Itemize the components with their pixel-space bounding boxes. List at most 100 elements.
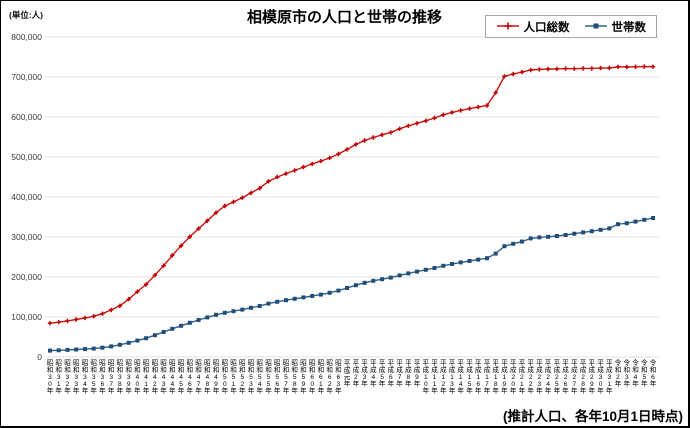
data-point-marker (318, 292, 323, 297)
data-point-marker (545, 66, 551, 72)
data-point-marker (266, 179, 271, 184)
data-point-marker (546, 234, 551, 239)
data-point-marker (47, 321, 53, 326)
data-point-marker (423, 267, 428, 272)
households-series-marker-icon (584, 18, 608, 36)
data-point-marker (633, 219, 638, 224)
data-point-marker (353, 283, 358, 288)
data-point-marker (563, 233, 568, 237)
data-point-marker (117, 342, 122, 347)
y-axis-unit-label: (単位:人) (9, 10, 43, 20)
data-point-marker (336, 151, 341, 157)
data-point-marker (651, 216, 655, 220)
data-point-marker (414, 121, 420, 126)
data-point-marker (152, 333, 157, 338)
data-point-marker (109, 344, 114, 349)
data-point-marker (362, 138, 367, 143)
data-point-marker (178, 243, 184, 248)
data-point-marker (467, 259, 472, 263)
data-point-marker (275, 174, 280, 180)
data-point-marker (213, 210, 219, 215)
y-tick-label: 300,000 (11, 232, 42, 242)
data-point-marker (432, 115, 437, 121)
data-point-marker (143, 282, 149, 287)
data-point-marker (214, 312, 218, 317)
data-point-marker (589, 229, 594, 234)
data-point-marker (82, 315, 88, 321)
data-point-marker (624, 221, 629, 226)
data-point-marker (161, 330, 166, 334)
data-point-marker (248, 190, 254, 196)
data-point-marker (528, 67, 533, 73)
data-point-marker (327, 155, 332, 161)
y-tick-label: 200,000 (11, 272, 42, 282)
data-point-marker (458, 108, 463, 113)
data-point-marker (109, 307, 114, 313)
data-point-marker (100, 311, 105, 316)
data-point-marker (74, 347, 79, 352)
data-point-marker (485, 256, 489, 261)
data-point-marker (616, 222, 620, 227)
data-point-marker (406, 271, 411, 276)
legend-label-households: 世帯数 (611, 21, 647, 34)
legend-label-population: 人口総数 (523, 21, 570, 34)
y-tick-label: 700,000 (11, 72, 42, 82)
data-point-marker (528, 236, 533, 241)
y-tick-label: 500,000 (11, 152, 42, 162)
data-point-marker (519, 239, 524, 244)
data-point-marker (292, 296, 297, 301)
data-point-marker (301, 295, 306, 300)
data-point-marker (275, 299, 280, 304)
data-point-marker (511, 241, 516, 246)
data-point-marker (642, 217, 647, 222)
data-point-marker (537, 67, 542, 72)
data-point-marker (432, 266, 437, 270)
data-point-marker (310, 161, 315, 167)
data-point-marker (83, 347, 87, 352)
data-point-marker (222, 310, 227, 315)
data-point-marker (511, 71, 516, 77)
data-point-marker (519, 69, 525, 75)
data-point-marker (65, 318, 70, 324)
legend-item-population: 人口総数 (496, 18, 570, 36)
chart-footnote: (推計人口、各年10月1日時点) (502, 409, 683, 424)
data-point-marker (318, 158, 324, 164)
data-point-marker (187, 320, 192, 325)
data-point-marker (266, 301, 271, 306)
data-point-marker (423, 118, 428, 123)
data-point-marker (222, 203, 227, 209)
data-point-marker (257, 186, 262, 191)
data-point-marker (362, 280, 367, 285)
data-point-marker (450, 262, 454, 266)
data-point-marker (607, 226, 612, 231)
data-point-marker (467, 106, 472, 111)
data-point-marker (615, 64, 621, 69)
data-point-marker (126, 297, 131, 302)
data-point-marker (589, 66, 594, 71)
data-point-marker (537, 235, 542, 240)
data-point-marker (397, 126, 402, 131)
data-point-marker (388, 130, 393, 135)
data-point-marker (161, 263, 166, 268)
data-point-marker (179, 323, 184, 328)
data-point-marker (56, 348, 61, 353)
data-point-marker (406, 123, 411, 128)
legend: 人口総数 世帯数 (484, 15, 657, 38)
data-point-marker (581, 230, 586, 235)
y-tick-label: 800,000 (11, 32, 42, 42)
data-point-marker (502, 244, 507, 249)
data-point-marker (327, 290, 332, 295)
data-point-marker (484, 103, 490, 108)
data-point-marker (441, 263, 446, 268)
population-series-marker-icon (496, 18, 520, 36)
data-point-marker (502, 74, 507, 79)
data-point-marker (56, 320, 61, 325)
legend-item-households: 世帯数 (584, 18, 647, 36)
data-point-marker (117, 303, 123, 308)
data-point-marker (371, 278, 376, 283)
data-point-marker (301, 164, 306, 170)
data-point-marker (205, 315, 210, 320)
data-point-marker (493, 251, 498, 256)
